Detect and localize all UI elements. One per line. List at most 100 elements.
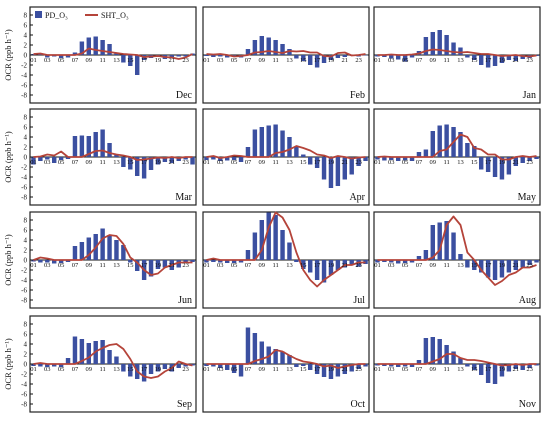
- bar-12: [451, 42, 456, 55]
- bar-21: [169, 55, 175, 58]
- bar-17: [314, 364, 320, 374]
- bar-06: [409, 364, 415, 367]
- month-label: Nov: [519, 399, 536, 410]
- bar-24: [190, 260, 195, 262]
- bar-12: [280, 351, 285, 364]
- bar-06: [238, 260, 244, 263]
- series-line-sht: [377, 48, 537, 58]
- x-tick-label: 01: [30, 262, 37, 269]
- bar-05: [58, 364, 64, 367]
- bar-19: [328, 157, 334, 188]
- bar-11: [100, 228, 105, 260]
- bar-13: [114, 154, 119, 157]
- x-tick-label: 15: [127, 159, 134, 166]
- bar-18: [492, 260, 498, 280]
- bar-01: [375, 157, 380, 160]
- y-tick-label: -8: [21, 194, 27, 202]
- bar-02: [38, 54, 43, 55]
- bar-16: [134, 55, 140, 75]
- x-tick-label: 09: [430, 366, 437, 373]
- bar-08: [423, 250, 429, 260]
- panel-jun: 01 03 05 07 09 11 13 15 17 19 21 23 Jun 8 6 4 2 0 -2 -4 -6 -8…: [3, 211, 197, 309]
- bar-08: [423, 37, 429, 55]
- y-tick-label: 4: [24, 134, 28, 142]
- x-tick-label: 19: [328, 366, 335, 373]
- x-tick-label: 01: [203, 366, 210, 373]
- x-tick-label: 13: [457, 57, 464, 64]
- bar-16: [478, 157, 484, 170]
- bar-03: [389, 157, 394, 160]
- bar-15: [301, 260, 306, 269]
- bar-19: [499, 55, 505, 63]
- y-tick-label: 4: [24, 341, 28, 349]
- bar-21: [169, 157, 175, 163]
- x-tick-label: 03: [217, 57, 224, 64]
- x-tick-label: 21: [342, 262, 349, 269]
- bar-02: [382, 260, 387, 262]
- bar-09: [259, 127, 265, 157]
- y-tick-label: 2: [24, 247, 28, 255]
- x-tick-label: 23: [526, 262, 533, 269]
- x-tick-label: 15: [127, 57, 134, 64]
- bar-17: [485, 364, 491, 383]
- x-tick-label: 05: [58, 57, 65, 64]
- bar-19: [328, 364, 334, 379]
- bar-13: [287, 137, 292, 157]
- x-tick-label: 05: [402, 262, 409, 269]
- y-tick-label: 6: [24, 22, 28, 30]
- bar-08: [252, 40, 258, 55]
- bar-21: [342, 260, 348, 268]
- bar-14: [465, 143, 470, 157]
- x-tick-label: 09: [430, 159, 437, 166]
- bar-17: [141, 157, 147, 179]
- bar-09: [259, 36, 265, 55]
- bar-01: [31, 364, 36, 366]
- x-tick-label: 15: [471, 366, 478, 373]
- bar-09: [259, 220, 265, 260]
- bar-15: [128, 157, 133, 170]
- bar-07: [245, 250, 251, 260]
- bar-03: [218, 260, 223, 263]
- month-label: Jan: [523, 90, 536, 101]
- bar-11: [273, 215, 278, 260]
- bar-23: [356, 364, 361, 369]
- panel-dec: 01 03 05 07 09 11 13 15 17 19 21 23 Dec 8 6 4 2 0 -2 -4 -6 -8…: [3, 6, 197, 104]
- bar-03: [389, 260, 394, 263]
- bar-23: [183, 260, 188, 263]
- bar-22: [176, 364, 181, 368]
- x-tick-label: 07: [245, 159, 252, 166]
- bar-13: [287, 242, 292, 260]
- x-tick-label: 01: [30, 366, 37, 373]
- bar-24: [534, 55, 539, 56]
- x-tick-label: 03: [388, 57, 395, 64]
- x-tick-label: 13: [113, 57, 120, 64]
- bar-15: [301, 154, 306, 157]
- x-tick-label: 15: [127, 262, 134, 269]
- bar-16: [478, 364, 484, 375]
- bar-06: [65, 358, 71, 364]
- bar-11: [444, 221, 449, 260]
- y-tick-label: 2: [24, 144, 28, 152]
- bar-10: [266, 125, 271, 157]
- bar-08: [79, 242, 85, 260]
- legend-label-pd: PD_O₃: [45, 11, 68, 20]
- bar-14: [294, 55, 299, 59]
- panel-oct: 01 03 05 07 09 11 13 15 17 19 21 23 Oct: [202, 315, 370, 413]
- bar-05: [402, 364, 408, 367]
- x-tick-label: 21: [169, 57, 176, 64]
- x-tick-label: 01: [30, 57, 37, 64]
- x-tick-label: 07: [245, 57, 252, 64]
- bar-17: [314, 55, 320, 68]
- bar-05: [231, 364, 237, 373]
- series-line-sht: [206, 349, 366, 369]
- x-tick-label: 21: [513, 57, 520, 64]
- y-tick-label: 4: [24, 32, 28, 40]
- bar-17: [141, 364, 147, 382]
- bar-12: [451, 232, 456, 260]
- bar-15: [472, 364, 477, 370]
- y-tick-label: -4: [21, 174, 27, 182]
- x-tick-label: 23: [182, 366, 189, 373]
- x-tick-label: 11: [272, 57, 278, 64]
- y-tick-label: -2: [21, 62, 27, 70]
- bar-22: [349, 364, 354, 372]
